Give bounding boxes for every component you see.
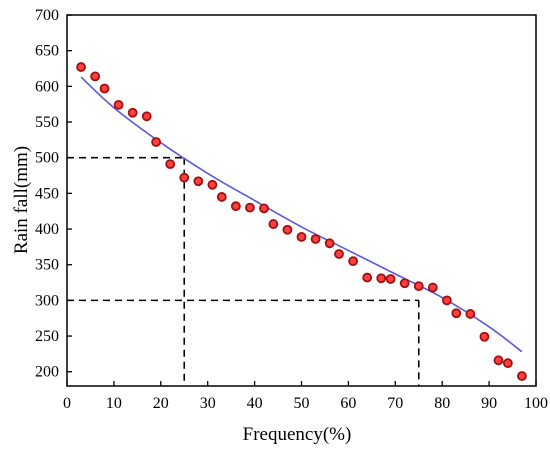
data-point [76, 62, 86, 72]
data-point [479, 331, 490, 342]
y-tick-label: 350 [35, 257, 59, 274]
data-point [245, 202, 255, 213]
data-point [151, 137, 162, 147]
data-point [193, 176, 204, 187]
data-point [127, 107, 138, 118]
data-point [230, 201, 241, 212]
y-tick-label: 700 [35, 7, 59, 24]
guide-lines [67, 156, 420, 386]
data-point [90, 71, 101, 82]
data-point [502, 358, 513, 369]
data-point [282, 224, 293, 235]
data-point [99, 83, 110, 94]
data-point [362, 272, 373, 283]
data-point [179, 172, 190, 183]
x-tick-label: 90 [481, 395, 497, 412]
data-point [465, 309, 476, 319]
y-tick-label: 600 [35, 78, 59, 95]
data-point [348, 256, 358, 267]
y-tick-label: 400 [35, 221, 59, 238]
data-point [113, 99, 124, 110]
data-points [76, 62, 527, 381]
data-point [310, 234, 321, 244]
data-point [376, 273, 387, 284]
data-point [216, 192, 227, 202]
x-axis-title: Frequency(%) [243, 424, 352, 445]
y-tick-label: 300 [35, 292, 59, 309]
x-tick-label: 70 [387, 395, 403, 412]
x-tick-label: 10 [106, 395, 122, 412]
y-tick-label: 500 [35, 150, 59, 167]
data-point [296, 231, 307, 242]
data-point [451, 308, 462, 319]
data-point [207, 179, 218, 190]
fit-curve [80, 76, 523, 353]
x-tick-label: 20 [153, 395, 169, 412]
data-point [517, 371, 527, 381]
fit-curve-layer [80, 76, 523, 353]
data-point [165, 159, 176, 170]
data-point [268, 219, 279, 229]
y-tick-label: 200 [35, 364, 59, 381]
x-tick-label: 80 [434, 395, 450, 412]
y-tick-label: 250 [35, 328, 59, 345]
data-point [399, 278, 410, 289]
x-tick-label: 30 [200, 395, 216, 412]
data-point [493, 355, 504, 366]
y-axis-title: Rain fall(mm) [11, 146, 32, 254]
axes: 0 10 20 30 40 50 60 70 80 90 100 200 250 300 350 400 450… [35, 7, 548, 412]
data-point [259, 203, 269, 214]
x-tick-label: 40 [247, 395, 263, 412]
data-point [441, 295, 452, 306]
x-tick-label: 60 [340, 395, 356, 412]
data-point [334, 249, 344, 259]
x-tick-label: 100 [524, 395, 548, 412]
data-point [427, 282, 438, 293]
y-tick-label: 650 [35, 43, 59, 60]
data-point [413, 281, 424, 292]
data-point [385, 274, 396, 284]
x-tick-label: 50 [294, 395, 310, 412]
data-point [141, 111, 152, 122]
x-tick-label: 0 [63, 395, 71, 412]
data-point [324, 238, 335, 249]
y-tick-label: 450 [35, 185, 59, 202]
y-tick-label: 550 [35, 114, 59, 131]
plot-frame [66, 14, 537, 387]
